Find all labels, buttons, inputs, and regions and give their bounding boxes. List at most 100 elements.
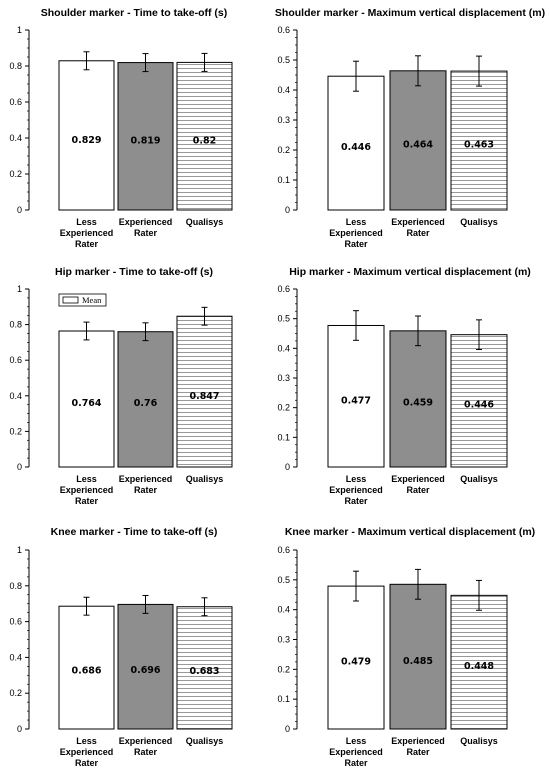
y-tick-label: 0.2 bbox=[277, 403, 290, 413]
bar-qualisys bbox=[450, 334, 508, 468]
x-category-line: Rater bbox=[134, 228, 158, 238]
x-category-label: Qualisys bbox=[186, 474, 224, 484]
x-category-line: Qualisys bbox=[460, 736, 498, 746]
y-tick-label: 0.1 bbox=[277, 432, 290, 442]
y-tick-label: 0 bbox=[17, 205, 22, 215]
y-tick-label: 0.1 bbox=[277, 694, 290, 704]
chart-title: Shoulder marker - Time to take-off (s) bbox=[41, 7, 228, 19]
x-category-label: Experienced Rater bbox=[391, 736, 445, 757]
x-category-line: Qualisys bbox=[186, 474, 224, 484]
x-category-line: Rater bbox=[344, 496, 368, 506]
y-tick-label: 0.3 bbox=[277, 115, 290, 125]
bar-less-experienced-rater bbox=[58, 60, 115, 211]
x-category-label: Less Experienced Rater bbox=[329, 474, 383, 506]
y-tick-label: 0.2 bbox=[277, 145, 290, 155]
x-category-line: Experienced bbox=[119, 736, 173, 746]
y-tick-label: 0.5 bbox=[277, 314, 290, 324]
chart-panel-2: Shoulder marker - Maximum vertical displ… bbox=[275, 7, 545, 249]
bar-experienced-rater bbox=[117, 62, 174, 211]
value-label: 0.459 bbox=[403, 398, 433, 409]
x-category-line: Qualisys bbox=[460, 474, 498, 484]
y-tick-label: 0.6 bbox=[9, 355, 22, 365]
x-category-label: Qualisys bbox=[186, 736, 224, 746]
y-tick-label: 0.6 bbox=[277, 25, 290, 35]
y-tick-label: 0.2 bbox=[9, 426, 22, 436]
x-category-label: Experienced Rater bbox=[391, 474, 445, 495]
x-category-label: Experienced Rater bbox=[391, 217, 445, 238]
x-category-line: Rater bbox=[134, 485, 158, 495]
y-tick-label: 0.3 bbox=[277, 635, 290, 645]
bar-experienced-rater bbox=[389, 330, 447, 468]
value-label: 0.819 bbox=[130, 136, 160, 147]
chart-panel-5: Knee marker - Time to take-off (s) 0 0.2 0.… bbox=[9, 526, 233, 768]
x-category-label: Qualisys bbox=[460, 217, 498, 227]
y-tick-label: 0.8 bbox=[9, 581, 22, 591]
x-category-line: Experienced bbox=[119, 474, 173, 484]
y-tick-label: 0.2 bbox=[9, 169, 22, 179]
value-label: 0.479 bbox=[341, 657, 371, 668]
x-category-line: Experienced bbox=[329, 747, 383, 757]
x-category-label: Less Experienced Rater bbox=[329, 736, 383, 768]
bar-qualisys bbox=[176, 61, 233, 211]
y-tick-label: 0.3 bbox=[277, 373, 290, 383]
value-label: 0.683 bbox=[189, 666, 219, 677]
x-category-line: Rater bbox=[134, 747, 158, 757]
x-category-label: Experienced Rater bbox=[119, 474, 173, 495]
y-tick-label: 1 bbox=[17, 284, 22, 294]
x-category-line: Rater bbox=[406, 485, 430, 495]
value-label: 0.463 bbox=[464, 139, 494, 150]
y-tick-label: 0.2 bbox=[9, 688, 22, 698]
y-tick-label: 0 bbox=[285, 205, 290, 215]
x-category-line: Experienced bbox=[391, 474, 445, 484]
x-category-line: Experienced bbox=[60, 228, 114, 238]
x-category-label: Less Experienced Rater bbox=[60, 474, 114, 506]
y-tick-label: 0.4 bbox=[277, 605, 290, 615]
bar-less-experienced-rater bbox=[58, 605, 115, 730]
y-tick-label: 0.4 bbox=[9, 133, 22, 143]
y-tick-label: 0.6 bbox=[9, 617, 22, 627]
y-tick-label: 0.4 bbox=[9, 652, 22, 662]
x-category-line: Rater bbox=[75, 239, 99, 249]
x-category-label: Experienced Rater bbox=[119, 736, 173, 757]
x-category-line: Less bbox=[346, 217, 367, 227]
x-category-label: Less Experienced Rater bbox=[60, 217, 114, 249]
x-category-line: Less bbox=[76, 217, 97, 227]
x-category-line: Rater bbox=[406, 747, 430, 757]
bar-experienced-rater bbox=[117, 331, 174, 468]
y-tick-label: 0.8 bbox=[9, 61, 22, 71]
value-label: 0.686 bbox=[71, 666, 101, 677]
x-category-label: Qualisys bbox=[460, 474, 498, 484]
value-label: 0.829 bbox=[71, 135, 101, 146]
chart-panel-3: Hip marker - Time to take-off (s) 0 0.2 0.4… bbox=[9, 266, 233, 506]
y-tick-label: 0.4 bbox=[277, 85, 290, 95]
x-category-line: Rater bbox=[406, 228, 430, 238]
legend-label: Mean bbox=[82, 295, 102, 305]
chart-panel-4: Hip marker - Maximum vertical displaceme… bbox=[277, 266, 530, 506]
chart-title: Knee marker - Time to take-off (s) bbox=[51, 526, 218, 538]
x-category-label: Experienced Rater bbox=[119, 217, 173, 238]
y-tick-label: 0 bbox=[17, 462, 22, 472]
value-label: 0.696 bbox=[130, 665, 160, 676]
bar-qualisys bbox=[450, 594, 508, 730]
y-tick-label: 0 bbox=[17, 724, 22, 734]
x-category-line: Experienced bbox=[391, 736, 445, 746]
y-tick-label: 0.5 bbox=[277, 575, 290, 585]
chart-title: Hip marker - Maximum vertical displaceme… bbox=[289, 266, 531, 278]
bar-qualisys bbox=[450, 70, 508, 211]
y-tick-label: 0.4 bbox=[9, 391, 22, 401]
x-category-line: Experienced bbox=[329, 485, 383, 495]
x-category-line: Rater bbox=[344, 239, 368, 249]
chart-panel-6: Knee marker - Maximum vertical displacem… bbox=[277, 526, 535, 768]
x-category-label: Qualisys bbox=[460, 736, 498, 746]
bar-experienced-rater bbox=[389, 583, 447, 730]
y-tick-label: 0.4 bbox=[277, 343, 290, 353]
y-tick-label: 0.8 bbox=[9, 320, 22, 330]
x-category-line: Experienced bbox=[119, 217, 173, 227]
y-tick-label: 0 bbox=[285, 724, 290, 734]
value-label: 0.448 bbox=[464, 661, 494, 672]
x-category-line: Less bbox=[346, 736, 367, 746]
x-category-line: Rater bbox=[75, 496, 99, 506]
x-category-line: Experienced bbox=[60, 485, 114, 495]
value-label: 0.847 bbox=[189, 391, 219, 402]
